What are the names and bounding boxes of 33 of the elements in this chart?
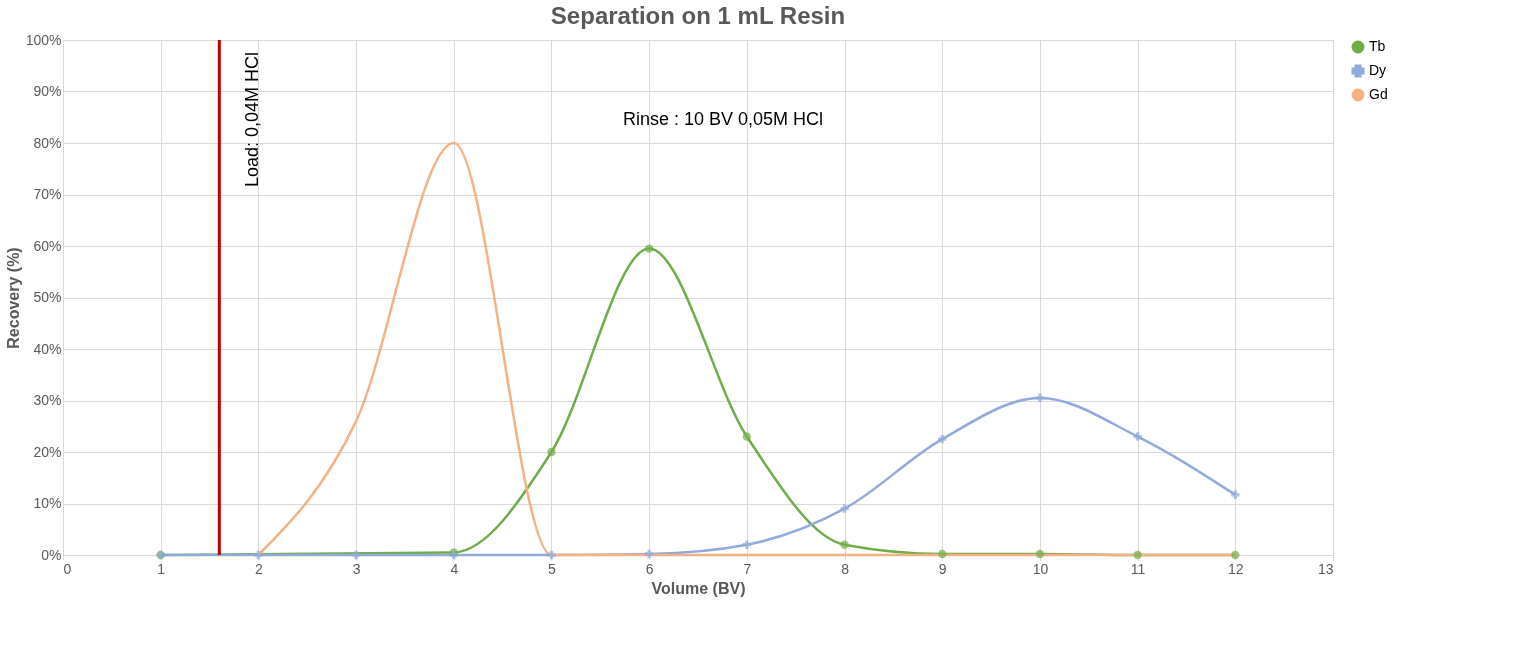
y-axis-title: Recovery (%) <box>4 247 22 349</box>
legend-label: Gd <box>1369 86 1388 102</box>
x-tick-label: 7 <box>743 560 752 577</box>
x-tick-label: 1 <box>157 560 166 577</box>
y-tick-label: 60% <box>33 237 62 254</box>
x-tick-label: 13 <box>1317 560 1334 577</box>
x-tick-label: 0 <box>63 560 72 577</box>
annotation: Load: 0,04M HCl <box>242 52 262 188</box>
y-tick-label: 20% <box>33 443 62 460</box>
x-tick-label: 12 <box>1228 560 1244 577</box>
legend-label: Tb <box>1369 38 1386 54</box>
y-tick-label: 80% <box>33 134 62 151</box>
x-axis-title: Volume (BV) <box>651 579 746 597</box>
y-tick-label: 40% <box>33 340 62 357</box>
y-tick-label: 70% <box>33 186 62 202</box>
chart-title: Separation on 1 mL Resin <box>550 2 846 29</box>
y-tick-label: 90% <box>33 83 62 99</box>
x-tick-label: 11 <box>1130 560 1146 577</box>
x-tick-label: 8 <box>841 560 850 577</box>
x-tick-label: 9 <box>938 560 947 577</box>
legend-label: Dy <box>1369 62 1387 78</box>
x-tick-label: 2 <box>254 560 263 577</box>
x-tick-label: 5 <box>548 560 557 577</box>
x-tick-label: 6 <box>645 560 654 577</box>
y-tick-label: 30% <box>33 392 62 408</box>
y-tick-label: 0% <box>41 546 62 563</box>
x-tick-label: 10 <box>1032 560 1049 577</box>
y-tick-label: 50% <box>33 289 62 305</box>
y-tick-label: 100% <box>25 31 62 48</box>
x-tick-label: 3 <box>352 560 361 577</box>
y-tick-label: 10% <box>33 495 62 511</box>
x-tick-label: 4 <box>450 560 459 577</box>
annotation: Rinse : 10 BV 0,05M HCl <box>623 109 824 129</box>
